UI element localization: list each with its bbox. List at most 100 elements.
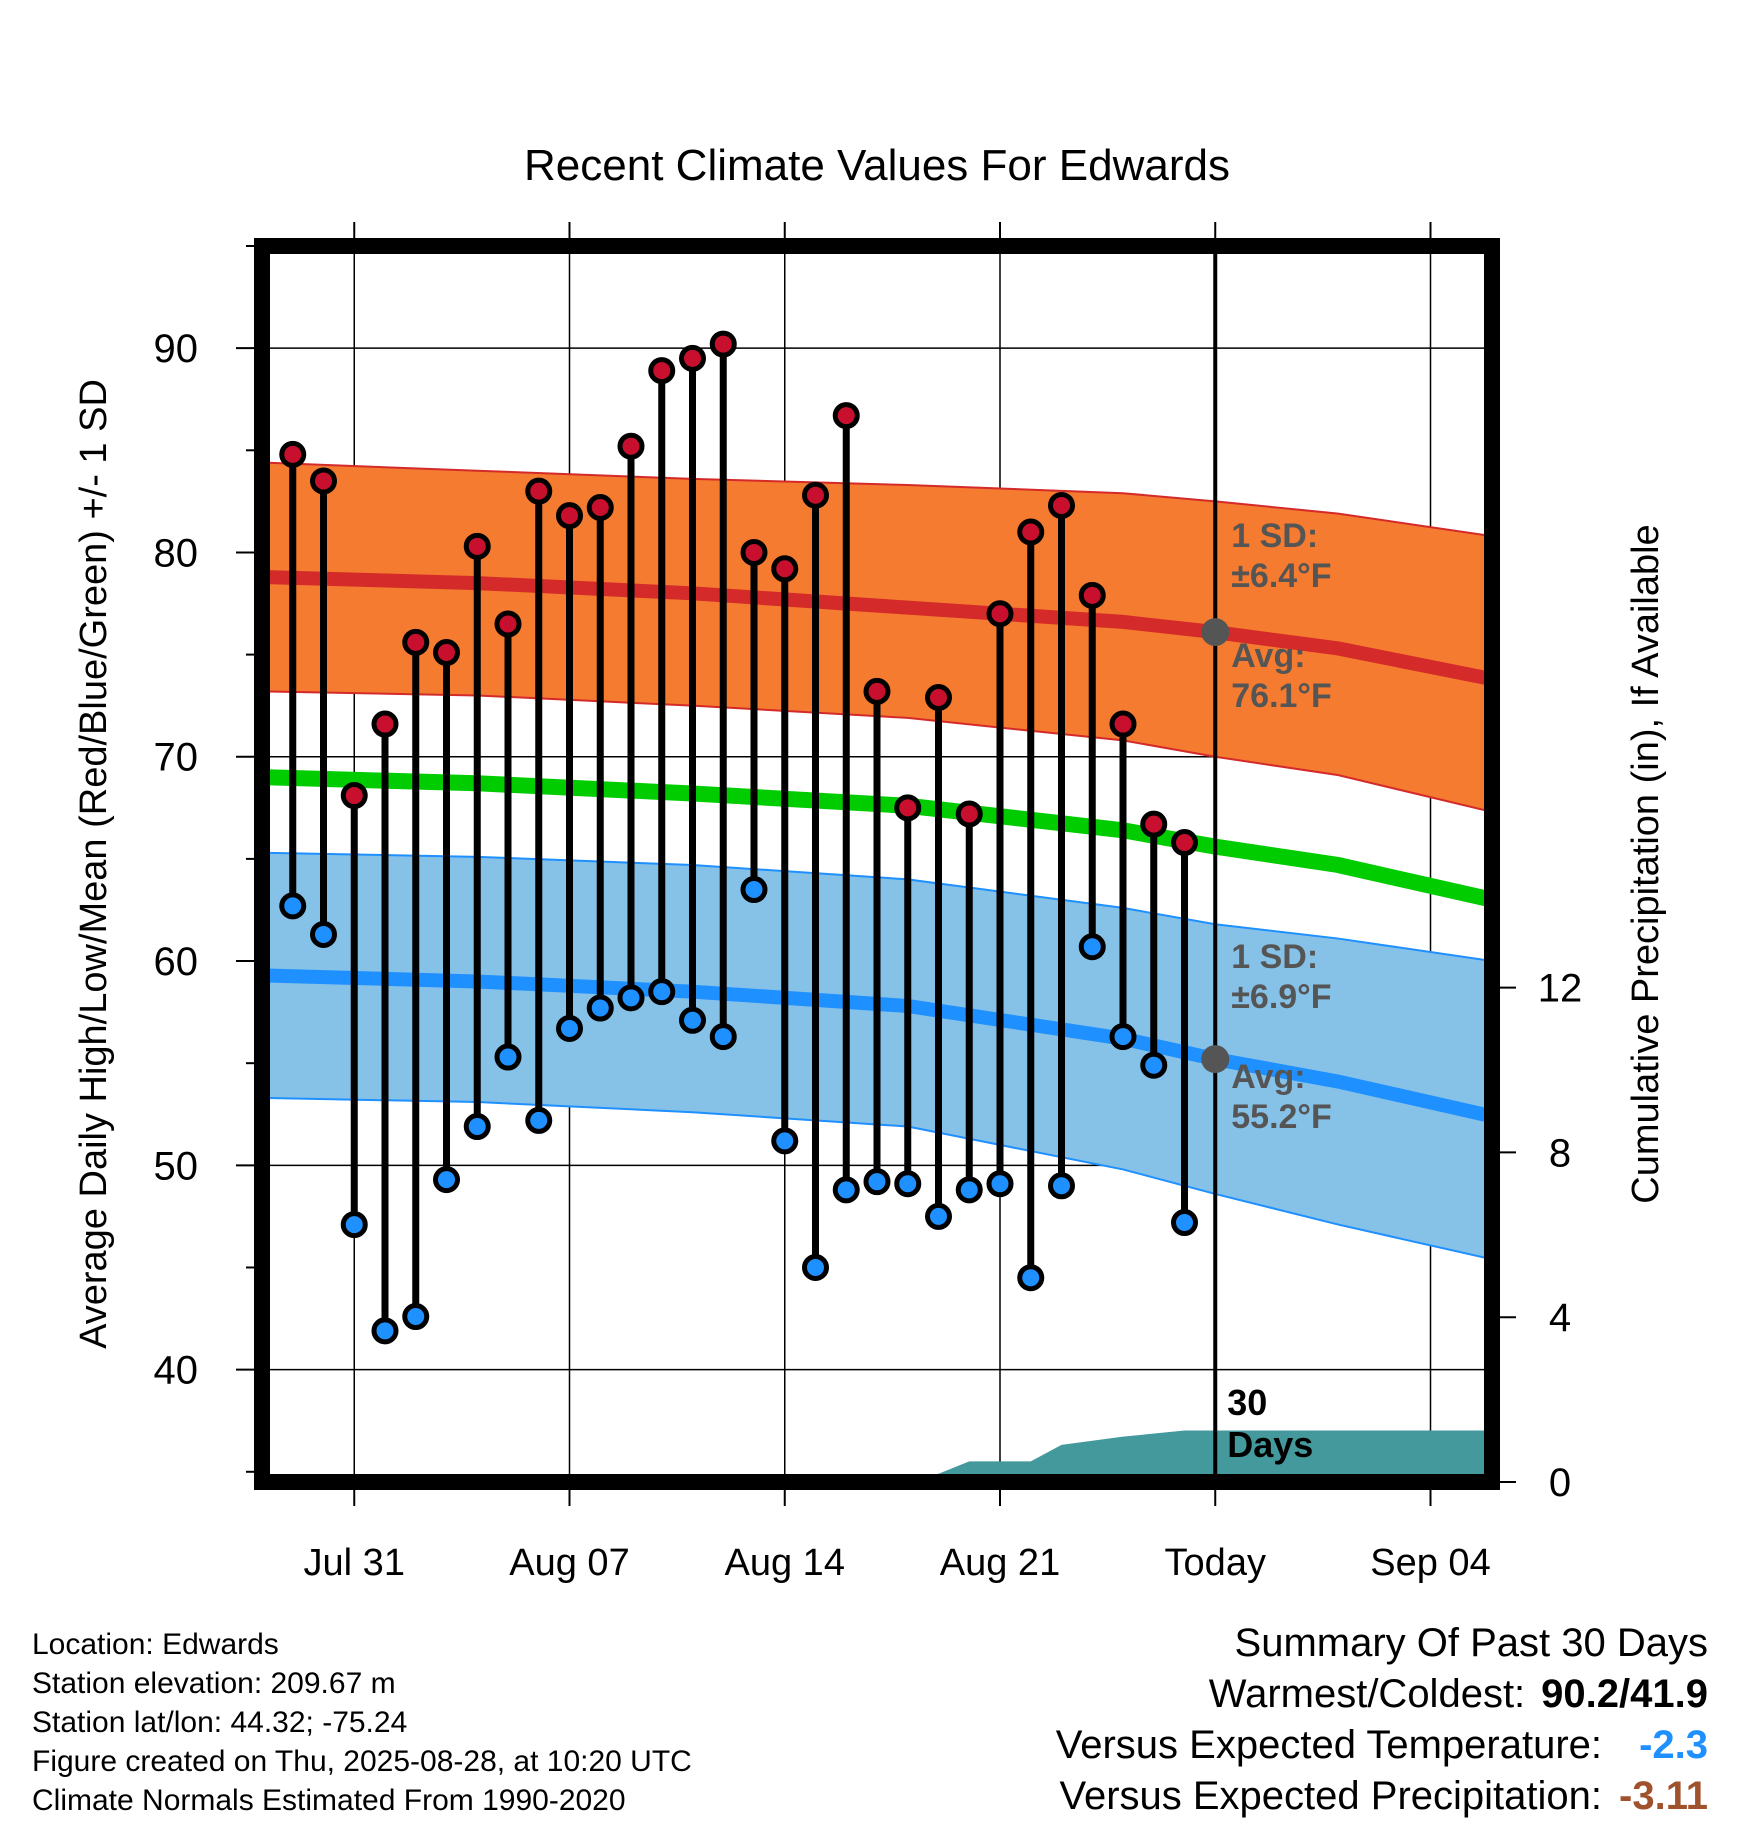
y-tick-label: 90 (154, 327, 199, 371)
daily-low-point (709, 1023, 737, 1051)
daily-low-point (740, 876, 768, 904)
daily-high-point (1109, 710, 1137, 738)
daily-low-point (371, 1317, 399, 1345)
normals-text: Climate Normals Estimated From 1990-2020 (32, 1784, 626, 1817)
temp-vs-expected-label: Versus Expected Temperature: (1055, 1723, 1602, 1767)
daily-low-point (832, 1176, 860, 1204)
daily-high-point (494, 610, 522, 638)
daily-high-point (371, 710, 399, 738)
daily-high-point (894, 794, 922, 822)
daily-high-point (740, 538, 768, 566)
high-avg-label-line: Avg: (1231, 637, 1305, 675)
daily-low-point (986, 1170, 1014, 1198)
daily-high-point (463, 532, 491, 560)
daily-low-point (925, 1202, 952, 1230)
daily-low-point (556, 1014, 583, 1042)
daily-high-point (709, 330, 737, 358)
daily-high-point (1078, 581, 1106, 609)
y2-tick-label: 0 (1549, 1461, 1571, 1505)
high-sd-band-lower-edge (262, 690, 1492, 813)
x-tick-label: Jul 31 (304, 1542, 405, 1584)
daily-low-point (648, 978, 676, 1006)
low-sd-label-line: ±6.9°F (1231, 978, 1331, 1016)
daily-low-point (463, 1113, 491, 1141)
cumulative-precip-area (262, 1430, 1492, 1482)
daily-low-point (310, 920, 337, 948)
temp-vs-expected-value: -2.3 (1639, 1723, 1708, 1767)
created-text: Figure created on Thu, 2025-08-28, at 10… (32, 1745, 692, 1778)
daily-high-point (402, 628, 430, 656)
y-tick-label: 70 (154, 736, 199, 780)
today-low-normal-point (1201, 1045, 1230, 1074)
low-sd-label-line: 1 SD: (1231, 938, 1318, 976)
daily-low-point (771, 1127, 799, 1155)
normal-low-line (262, 968, 1492, 1124)
daily-low-point (1017, 1264, 1045, 1292)
daily-low-point (586, 994, 614, 1022)
daily-high-point (925, 683, 952, 711)
daily-high-point (310, 467, 337, 495)
normal-high-line (262, 569, 1492, 686)
y2-axis-title: Cumulative Precipitation (in), If Availa… (1625, 524, 1667, 1203)
daily-high-point (771, 555, 799, 583)
location-text: Location: Edwards (32, 1628, 279, 1661)
daily-high-point (617, 432, 645, 460)
daily-low-point (1171, 1209, 1198, 1237)
y2-tick-label: 4 (1549, 1296, 1571, 1340)
daily-low-point (863, 1168, 891, 1196)
station-info: Location: Edwards Station elevation: 209… (32, 1625, 692, 1820)
temp-vs-expected-row: Versus Expected Temperature: -2.3 (1056, 1720, 1708, 1771)
daily-low-point (1078, 933, 1106, 961)
precip-vs-expected-value: -3.11 (1619, 1774, 1708, 1818)
daily-low-point (679, 1006, 706, 1034)
daily-high-point (832, 402, 860, 430)
warmest-coldest-row: Warmest/Coldest: 90.2/41.9 (1056, 1669, 1708, 1720)
y2-tick-label: 12 (1538, 967, 1583, 1011)
summary-panel: Summary Of Past 30 Days Warmest/Coldest:… (1056, 1618, 1708, 1822)
x-tick-label: Aug 14 (725, 1542, 845, 1584)
daily-high-point (340, 782, 368, 810)
daily-low-point (955, 1176, 983, 1204)
today-high-normal-point (1201, 618, 1230, 647)
high-sd-band-upper-edge (262, 461, 1492, 538)
daily-low-point (1140, 1051, 1168, 1079)
low-sd-band-lower-edge (262, 1096, 1492, 1261)
daily-low-point (617, 984, 645, 1012)
daily-low-point (1048, 1172, 1075, 1200)
daily-low-point (340, 1211, 368, 1239)
daily-low-point (525, 1106, 553, 1134)
y-tick-label: 80 (154, 531, 199, 575)
daily-high-point (802, 481, 829, 509)
daily-low-point (433, 1166, 460, 1194)
daily-high-point (1017, 518, 1045, 546)
daily-high-point (279, 440, 307, 468)
high-sd-label-line: ±6.4°F (1231, 557, 1331, 595)
x-tick-label: Aug 21 (940, 1542, 1060, 1584)
y-tick-label: 40 (154, 1349, 199, 1393)
x-tick-label: Today (1165, 1542, 1266, 1584)
y-tick-label: 60 (154, 940, 199, 984)
low-avg-label-line: Avg: (1231, 1058, 1305, 1096)
y2-tick-label: 8 (1549, 1131, 1571, 1175)
daily-high-point (556, 502, 583, 530)
daily-high-point (648, 357, 676, 385)
low-avg-label-line: 55.2°F (1231, 1098, 1332, 1136)
x-tick-label: Sep 04 (1370, 1542, 1490, 1584)
today-label-line1: 30 (1227, 1382, 1267, 1423)
normal-mean-line (262, 769, 1492, 908)
precip-vs-expected-label: Versus Expected Precipitation: (1059, 1774, 1602, 1818)
daily-low-point (402, 1303, 430, 1331)
daily-low-point (1109, 1023, 1137, 1051)
latlon-text: Station lat/lon: 44.32; -75.24 (32, 1706, 408, 1739)
y-tick-label: 50 (154, 1144, 199, 1188)
daily-high-point (955, 800, 983, 828)
daily-high-point (1171, 829, 1198, 857)
daily-low-point (802, 1253, 829, 1281)
summary-heading: Summary Of Past 30 Days (1234, 1621, 1708, 1665)
high-avg-label-line: 76.1°F (1231, 677, 1332, 715)
daily-low-point (279, 892, 307, 920)
plot-frame (254, 238, 1500, 1490)
daily-high-point (433, 639, 460, 667)
